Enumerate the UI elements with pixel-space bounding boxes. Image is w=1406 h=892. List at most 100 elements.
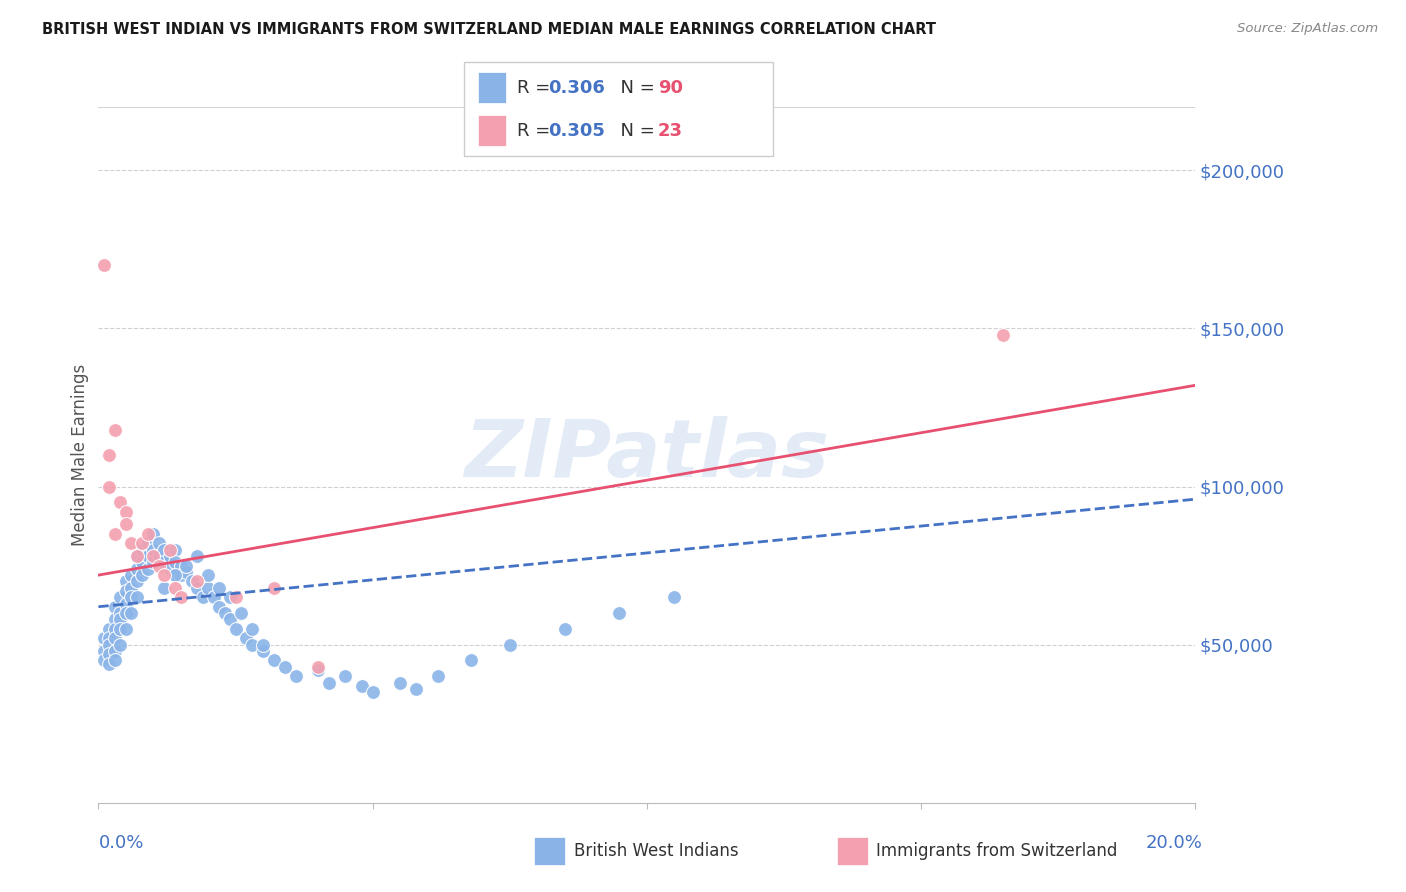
Point [93, 653, 115, 667]
Point [165, 568, 187, 582]
Point [174, 558, 197, 573]
Point [191, 591, 214, 605]
Point [131, 556, 153, 570]
Point [148, 549, 170, 563]
Point [142, 527, 165, 541]
Point [125, 574, 148, 589]
Point [125, 549, 148, 563]
Point [307, 663, 329, 677]
Point [170, 568, 193, 582]
Point [142, 542, 165, 557]
Point [131, 542, 153, 557]
Point [110, 606, 132, 620]
Text: R =: R = [517, 122, 557, 140]
Point [110, 612, 132, 626]
Text: 0.305: 0.305 [548, 122, 605, 140]
Point [115, 622, 138, 636]
Point [93, 644, 115, 658]
Point [110, 622, 132, 636]
Point [263, 581, 285, 595]
Text: 0.306: 0.306 [548, 78, 605, 96]
Point [110, 638, 132, 652]
Point [148, 558, 170, 573]
Point [219, 612, 242, 626]
Point [110, 591, 132, 605]
Text: 0.0%: 0.0% [98, 834, 143, 852]
Point [104, 632, 127, 646]
Point [208, 599, 231, 614]
Point [170, 591, 193, 605]
Point [98, 622, 121, 636]
Point [93, 632, 115, 646]
Point [142, 556, 165, 570]
Point [125, 549, 148, 563]
Point [307, 660, 329, 674]
Point [148, 536, 170, 550]
Text: British West Indians: British West Indians [574, 842, 738, 860]
Point [361, 685, 384, 699]
Point [136, 536, 159, 550]
Point [98, 657, 121, 671]
Point [98, 448, 121, 462]
Text: N =: N = [609, 78, 661, 96]
Point [274, 660, 297, 674]
Point [219, 591, 242, 605]
Point [136, 549, 159, 563]
Point [235, 632, 257, 646]
Point [93, 258, 115, 272]
Point [125, 562, 148, 576]
Point [104, 644, 127, 658]
Point [208, 581, 231, 595]
Point [98, 638, 121, 652]
Point [405, 681, 427, 696]
Point [115, 517, 138, 532]
Point [98, 647, 121, 661]
Point [186, 581, 208, 595]
Point [165, 542, 187, 557]
Point [115, 597, 138, 611]
Point [104, 599, 127, 614]
Point [240, 622, 263, 636]
Point [263, 653, 285, 667]
Point [115, 574, 138, 589]
Point [120, 606, 142, 620]
Y-axis label: Median Male Earnings: Median Male Earnings [70, 364, 89, 546]
Point [335, 669, 357, 683]
Point [229, 606, 252, 620]
Point [131, 568, 153, 582]
Point [115, 583, 138, 598]
Point [104, 527, 127, 541]
Point [110, 495, 132, 509]
Point [252, 644, 274, 658]
Point [389, 675, 412, 690]
Point [165, 556, 187, 570]
Point [202, 591, 225, 605]
Point [131, 536, 153, 550]
Point [427, 669, 450, 683]
Point [609, 606, 631, 620]
Point [197, 568, 219, 582]
Point [225, 591, 247, 605]
Text: 20.0%: 20.0% [1146, 834, 1202, 852]
Point [159, 549, 181, 563]
Point [197, 581, 219, 595]
Point [153, 542, 176, 557]
Point [180, 574, 202, 589]
Text: BRITISH WEST INDIAN VS IMMIGRANTS FROM SWITZERLAND MEDIAN MALE EARNINGS CORRELAT: BRITISH WEST INDIAN VS IMMIGRANTS FROM S… [42, 22, 936, 37]
Point [170, 558, 193, 573]
Text: 90: 90 [658, 78, 683, 96]
Point [350, 679, 373, 693]
Point [186, 549, 208, 563]
Point [142, 549, 165, 563]
Point [159, 542, 181, 557]
Point [240, 638, 263, 652]
Point [554, 622, 576, 636]
Point [318, 675, 340, 690]
Point [284, 669, 307, 683]
Point [174, 565, 197, 579]
Point [136, 527, 159, 541]
Point [153, 556, 176, 570]
Point [153, 568, 176, 582]
Point [165, 581, 187, 595]
Point [120, 568, 142, 582]
